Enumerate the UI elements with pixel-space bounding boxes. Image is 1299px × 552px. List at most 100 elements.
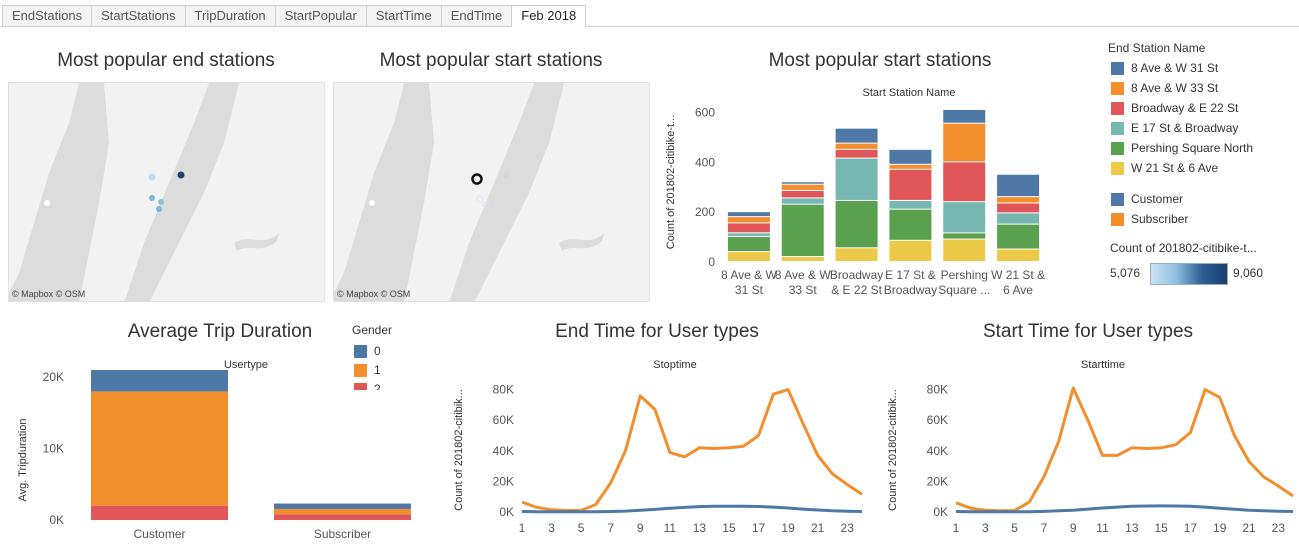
bar-segment[interactable]	[835, 128, 878, 143]
start-bar-subtitle: Start Station Name	[862, 87, 956, 99]
bar-segment[interactable]	[274, 514, 411, 520]
station-dot[interactable]	[149, 195, 155, 201]
bar-segment[interactable]	[91, 370, 228, 392]
map-land-manhattan	[404, 83, 534, 301]
bar-segment[interactable]	[943, 233, 986, 239]
tab-startstations[interactable]: StartStations	[91, 5, 185, 27]
station-dot[interactable]	[482, 201, 490, 209]
count-legend-max: 9,060	[1233, 266, 1264, 280]
bar-segment[interactable]	[943, 239, 986, 261]
bar-segment[interactable]	[997, 224, 1040, 249]
bar-segment[interactable]	[274, 503, 411, 509]
series-line-subscriber[interactable]	[521, 388, 863, 512]
x-tick-label: W 21 St &	[991, 268, 1045, 282]
legend-item-usertype[interactable]: Customer	[1111, 192, 1183, 206]
bar-segment[interactable]	[889, 149, 932, 164]
avg-trip-title: Average Trip Duration	[127, 321, 313, 342]
bar-segment[interactable]	[997, 174, 1040, 197]
bar-segment[interactable]	[889, 209, 932, 240]
bar-segment[interactable]	[997, 197, 1040, 203]
tab-starttime[interactable]: StartTime	[365, 5, 441, 27]
x-tick-label: 3	[548, 521, 555, 535]
bar-segment[interactable]	[781, 198, 824, 204]
bar-segment[interactable]	[727, 233, 770, 237]
x-tick-label: 8 Ave & W	[775, 268, 831, 282]
legend-label: W 21 St & 6 Ave	[1131, 161, 1219, 175]
bar-segment[interactable]	[997, 213, 1040, 224]
tab-startpopular[interactable]: StartPopular	[274, 5, 366, 27]
end-stations-map[interactable]: © Mapbox © OSM	[8, 82, 325, 302]
legend-item-station[interactable]: Broadway & E 22 St	[1111, 101, 1238, 115]
bar-segment[interactable]	[889, 240, 932, 261]
gender-legend: 0 1 2	[352, 342, 442, 390]
bar-segment[interactable]	[781, 204, 824, 257]
legend-item-station[interactable]: 8 Ave & W 31 St	[1111, 61, 1218, 75]
legend-item-gender[interactable]: 0	[354, 344, 381, 358]
bar-segment[interactable]	[997, 249, 1040, 261]
bar-segment[interactable]	[889, 169, 932, 200]
bar-segment[interactable]	[889, 164, 932, 169]
tab-tripduration[interactable]: TripDuration	[184, 5, 275, 27]
bar-segment[interactable]	[727, 237, 770, 252]
bar-segment[interactable]	[781, 184, 824, 190]
legend-label: 1	[374, 363, 381, 377]
station-dot[interactable]	[158, 199, 164, 205]
x-tick-label: 11	[1096, 521, 1109, 535]
bar-segment[interactable]	[943, 109, 986, 123]
bar-segment[interactable]	[835, 248, 878, 261]
bar-segment[interactable]	[943, 162, 986, 202]
legend-item-station[interactable]: E 17 St & Broadway	[1111, 121, 1238, 135]
map-marker	[369, 200, 375, 206]
series-line-customer[interactable]	[955, 504, 1294, 514]
y-tick-label: 20K	[43, 370, 64, 384]
bar-segment[interactable]	[997, 203, 1040, 213]
bar-segment[interactable]	[835, 200, 878, 248]
bar-segment[interactable]	[835, 149, 878, 158]
y-tick-label: 0	[708, 255, 715, 269]
station-marker-selected[interactable]	[471, 173, 483, 185]
bar-segment[interactable]	[91, 391, 228, 506]
legend-item-gender[interactable]: 1	[354, 363, 381, 377]
tab-endstations[interactable]: EndStations	[2, 5, 92, 27]
bar-segment[interactable]	[835, 143, 878, 149]
bar-segment[interactable]	[274, 508, 411, 515]
y-tick-label: 20K	[493, 474, 514, 488]
x-tick-label: Subscriber	[314, 527, 371, 541]
bar-segment[interactable]	[781, 182, 824, 184]
series-line-customer[interactable]	[521, 504, 863, 514]
tab-endtime[interactable]: EndTime	[440, 5, 512, 27]
station-dot[interactable]	[503, 172, 509, 178]
legend-item-gender[interactable]: 2	[354, 382, 381, 390]
legend-item-usertype[interactable]: Subscriber	[1111, 212, 1188, 226]
bar-segment[interactable]	[781, 190, 824, 198]
x-tick-label: 15	[1154, 521, 1168, 535]
station-dot[interactable]	[156, 206, 162, 212]
station-dot[interactable]	[476, 195, 484, 203]
bar-segment[interactable]	[943, 202, 986, 233]
series-line-subscriber[interactable]	[955, 386, 1294, 513]
map-attribution: © Mapbox © OSM	[337, 289, 411, 299]
bar-segment[interactable]	[727, 252, 770, 261]
x-tick-label: 9	[637, 521, 644, 535]
station-dot[interactable]	[177, 171, 185, 179]
count-legend-min: 5,076	[1110, 266, 1141, 280]
bar-segment[interactable]	[835, 158, 878, 200]
bar-segment[interactable]	[889, 200, 932, 209]
x-tick-label: 8 Ave & W	[721, 268, 777, 282]
bar-segment[interactable]	[943, 123, 986, 162]
y-tick-label: 0K	[49, 513, 64, 527]
avg-trip-duration-chart: Avg. Tripduration 0K 10K 20K Customer Subscri…	[17, 370, 411, 541]
bar-segment[interactable]	[727, 217, 770, 223]
x-tick-label: 13	[693, 521, 707, 535]
legend-item-station[interactable]: Pershing Square North	[1111, 141, 1253, 155]
bar-segment[interactable]	[727, 212, 770, 217]
bar-segment[interactable]	[781, 257, 824, 261]
tab-feb-2018[interactable]: Feb 2018	[511, 5, 587, 27]
station-dot[interactable]	[148, 173, 156, 181]
y-tick-label: 80K	[493, 383, 514, 397]
legend-item-station[interactable]: 8 Ave & W 33 St	[1111, 81, 1218, 95]
bar-segment[interactable]	[91, 505, 228, 520]
legend-item-station[interactable]: W 21 St & 6 Ave	[1111, 161, 1218, 175]
start-stations-map[interactable]: © Mapbox © OSM	[333, 82, 650, 302]
bar-segment[interactable]	[727, 223, 770, 233]
